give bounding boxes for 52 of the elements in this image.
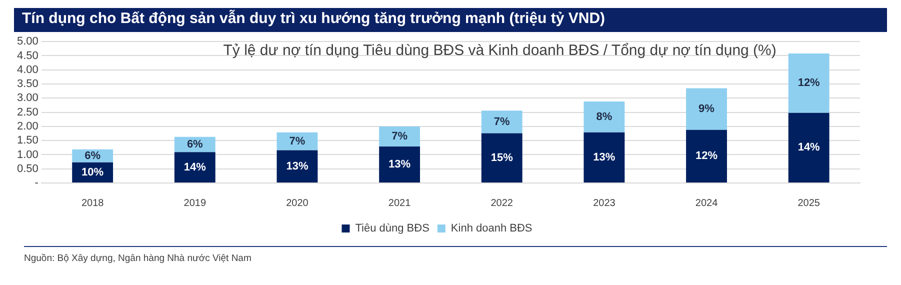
bar	[788, 112, 830, 182]
y-tick-label: -	[34, 177, 39, 190]
annotation: 9%	[698, 103, 715, 116]
annotation: 12%	[798, 77, 820, 90]
text: Nguồn: Bộ Xây dựng, Ngân hàng Nhà nước Việt Nam	[24, 253, 252, 264]
y-tick-label: 1.50	[16, 134, 38, 147]
bar	[481, 133, 522, 182]
bar	[379, 126, 420, 147]
y-tick-label: 3.00	[16, 92, 38, 104]
bar	[788, 53, 830, 113]
y-tick-label: 2.50	[16, 106, 38, 118]
bar	[686, 130, 727, 182]
x-tick-label: 2022	[490, 198, 514, 209]
bar	[584, 132, 625, 182]
annotation: 13%	[286, 160, 308, 172]
y-tick-label: 1.00	[16, 148, 38, 161]
x-tick-label: 2023	[593, 198, 616, 209]
x-tick-label: 2021	[388, 198, 412, 209]
bar	[174, 152, 216, 182]
annotation: 13%	[388, 158, 411, 171]
annotation: 7%	[289, 135, 306, 148]
x-tick-label: 2018	[81, 198, 104, 209]
bar	[379, 146, 420, 182]
bar	[584, 102, 625, 132]
y-tick-label: 4.00	[16, 64, 38, 76]
annotation: 13%	[593, 151, 616, 164]
x-tick-label: 2020	[286, 198, 309, 209]
annotation: 7%	[494, 116, 510, 128]
annotation: 14%	[184, 161, 206, 174]
annotation: 12%	[696, 150, 718, 162]
annotation: 6%	[186, 138, 204, 151]
annotation: 6%	[84, 150, 101, 162]
y-tick-label: 0.50	[16, 162, 38, 175]
x-tick-label: 2019	[184, 198, 206, 209]
bar	[276, 150, 318, 182]
annotation: 8%	[596, 110, 612, 123]
annotation: 15%	[490, 152, 514, 164]
y-tick-label: 2.00	[16, 120, 38, 132]
y-tick-label: 3.50	[16, 78, 38, 90]
bar	[481, 110, 522, 134]
legend-label: Tiêu dùng BĐS	[355, 222, 430, 235]
y-tick-label: 5.00	[16, 36, 38, 48]
bar	[686, 88, 727, 130]
chart-title: Tín dụng cho Bất động sản vẫn duy trì xu hướng tăng trưởng mạnh (triệu tỷ VND)	[14, 8, 887, 32]
x-tick-label: 2025	[798, 198, 820, 209]
legend-label: Kinh doanh BĐS	[450, 222, 532, 235]
x-tick-label: 2024	[695, 198, 718, 209]
annotation: 10%	[82, 166, 104, 178]
annotation: 14%	[798, 142, 820, 154]
annotation: 7%	[392, 130, 408, 143]
chart-subtitle: Tỷ lệ dư nợ tín dụng Tiêu dùng BĐS và Kinh doanh BĐS / Tổng dự nợ tín dụng (%)	[223, 42, 776, 60]
y-tick-label: 4.50	[16, 50, 38, 62]
